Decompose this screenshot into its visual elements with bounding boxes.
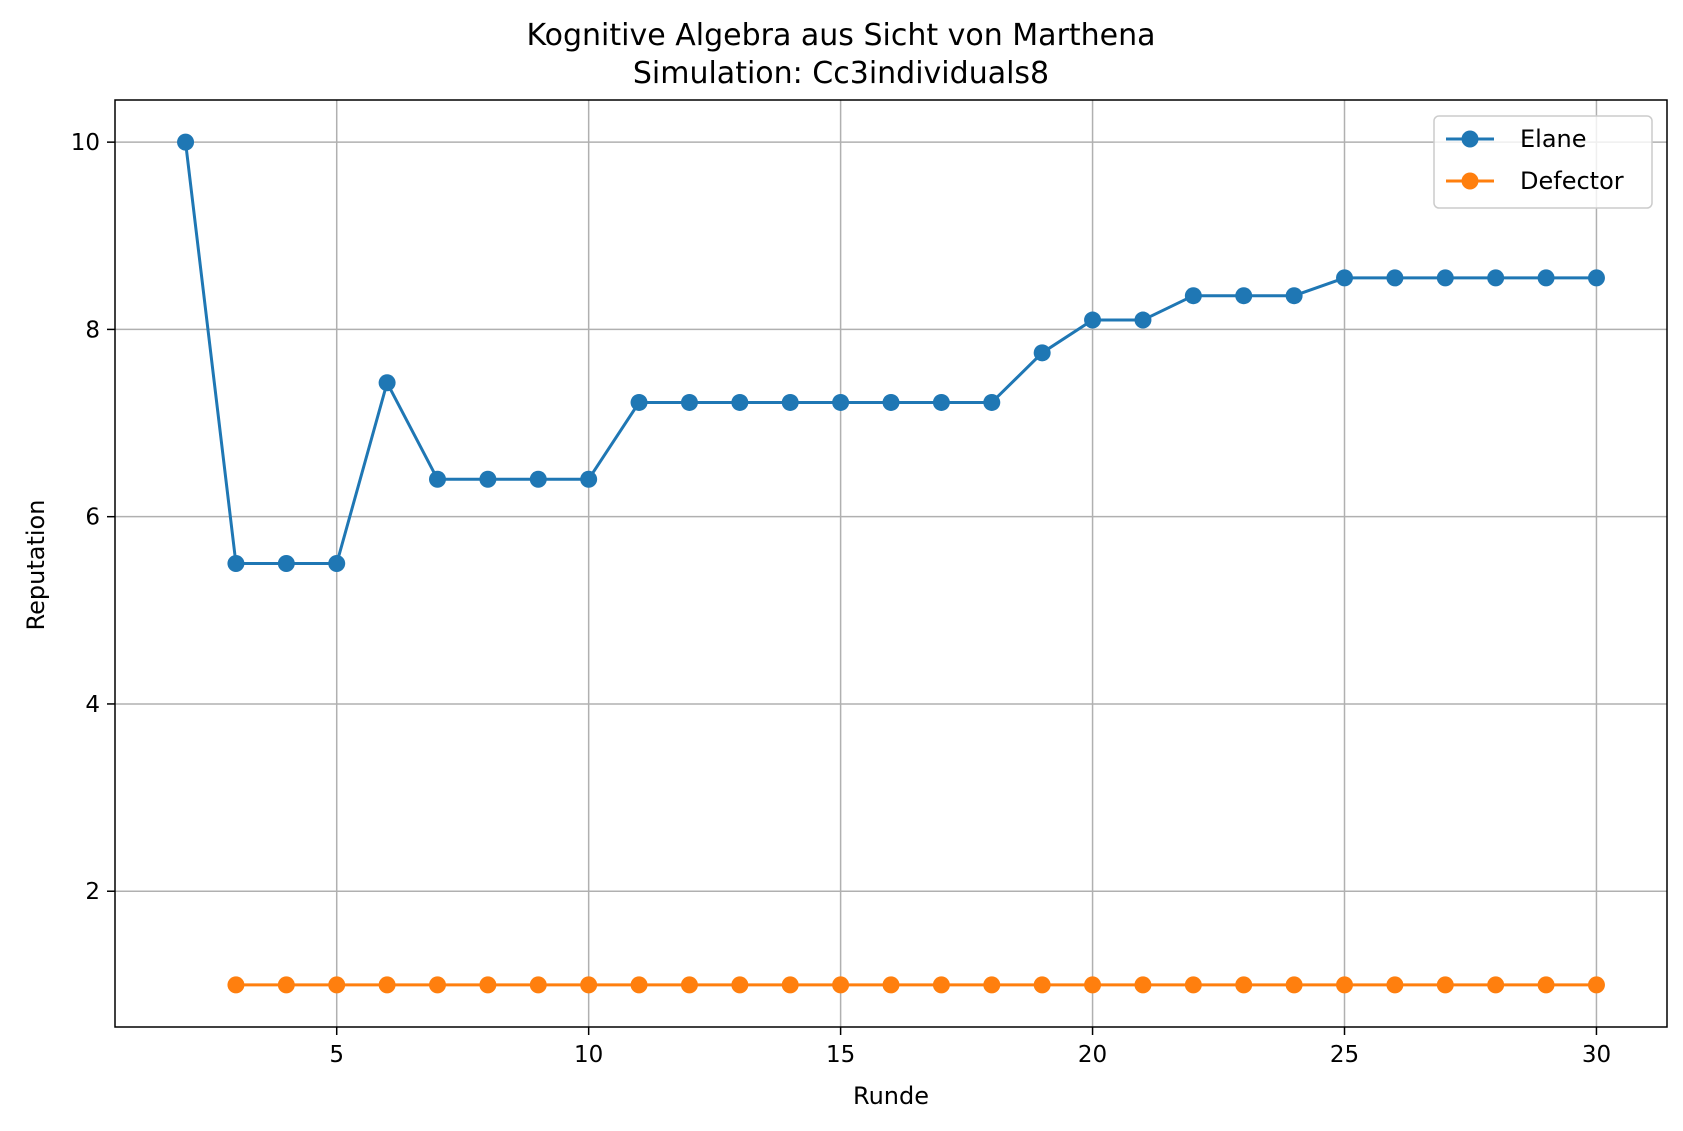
legend-label-defector: Defector	[1520, 167, 1624, 195]
chart-subtitle: Simulation: Cc3individuals8	[633, 56, 1049, 91]
data-point-elane	[277, 555, 295, 572]
data-point-defector	[1184, 976, 1202, 994]
data-point-defector	[479, 976, 497, 994]
data-point-elane	[1134, 311, 1152, 329]
x-tick-label: 5	[329, 1042, 344, 1068]
data-point-elane	[428, 470, 446, 488]
y-tick-label: 4	[85, 692, 100, 718]
x-axis-label: Runde	[853, 1082, 929, 1110]
data-point-elane	[680, 393, 698, 411]
grid	[115, 100, 1667, 1027]
data-point-elane	[227, 555, 245, 572]
data-point-elane	[1487, 269, 1505, 287]
data-point-elane	[580, 470, 598, 488]
legend-marker-elane	[1461, 130, 1479, 148]
data-point-defector	[428, 976, 446, 994]
data-point-elane	[1386, 269, 1404, 287]
y-tick-label: 8	[85, 317, 100, 343]
data-point-defector	[882, 976, 900, 994]
data-point-defector	[630, 976, 648, 994]
data-point-defector	[1336, 976, 1354, 994]
data-point-defector	[932, 976, 950, 994]
ticks: 5 10 15 20 25 30 2 4 6 8 10	[71, 130, 1611, 1068]
data-point-defector	[1386, 976, 1404, 994]
data-point-defector	[529, 976, 547, 994]
chart-title: Kognitive Algebra aus Sicht von Marthena	[526, 18, 1155, 53]
data-point-defector	[983, 976, 1001, 994]
series-elane	[177, 133, 1605, 572]
data-point-defector	[1436, 976, 1454, 994]
data-point-elane	[1084, 311, 1102, 329]
data-point-elane	[1587, 269, 1605, 287]
data-point-defector	[277, 976, 295, 994]
data-point-defector	[328, 976, 346, 994]
y-tick-label: 6	[85, 505, 100, 531]
x-tick-label: 10	[574, 1042, 603, 1068]
legend-label-elane: Elane	[1520, 125, 1587, 153]
data-point-defector	[1285, 976, 1303, 994]
series-defector	[227, 976, 1605, 994]
data-point-defector	[1487, 976, 1505, 994]
legend-marker-defector	[1461, 172, 1479, 190]
data-point-defector	[378, 976, 396, 994]
data-point-elane	[378, 374, 396, 392]
series-line-elane	[184, 141, 1597, 565]
data-point-elane	[328, 555, 346, 572]
x-tick-label: 25	[1330, 1042, 1359, 1068]
data-point-elane	[630, 393, 648, 411]
data-point-elane	[1436, 269, 1454, 287]
x-tick-label: 20	[1078, 1042, 1107, 1068]
data-point-defector	[1537, 976, 1555, 994]
data-point-defector	[781, 976, 799, 994]
data-point-defector	[1033, 976, 1051, 994]
data-point-defector	[1587, 976, 1605, 994]
data-point-elane	[832, 393, 850, 411]
x-tick-label: 15	[826, 1042, 855, 1068]
data-point-elane	[882, 393, 900, 411]
data-point-elane	[1184, 287, 1202, 305]
data-point-elane	[479, 470, 497, 488]
data-point-elane	[1537, 269, 1555, 287]
data-point-defector	[1235, 976, 1253, 994]
data-point-defector	[832, 976, 850, 994]
data-point-defector	[1084, 976, 1102, 994]
y-axis-label: Reputation	[22, 500, 50, 631]
data-point-elane	[781, 393, 799, 411]
data-point-defector	[731, 976, 749, 994]
legend: Elane Defector	[1433, 115, 1653, 209]
data-point-defector	[1134, 976, 1152, 994]
data-point-defector	[580, 976, 598, 994]
data-point-elane	[1336, 269, 1354, 287]
data-point-elane	[177, 133, 195, 151]
data-point-elane	[983, 393, 1001, 411]
data-point-defector	[227, 976, 245, 994]
data-point-elane	[1285, 287, 1303, 305]
x-tick-label: 30	[1582, 1042, 1611, 1068]
series-layer	[177, 133, 1605, 994]
data-point-elane	[1033, 344, 1051, 362]
y-tick-label: 2	[85, 879, 100, 905]
data-point-elane	[731, 393, 749, 411]
data-point-defector	[680, 976, 698, 994]
y-tick-label: 10	[71, 130, 100, 156]
plot-area	[114, 99, 1668, 1028]
data-point-elane	[1235, 287, 1253, 305]
data-point-elane	[932, 393, 950, 411]
data-point-elane	[529, 470, 547, 488]
